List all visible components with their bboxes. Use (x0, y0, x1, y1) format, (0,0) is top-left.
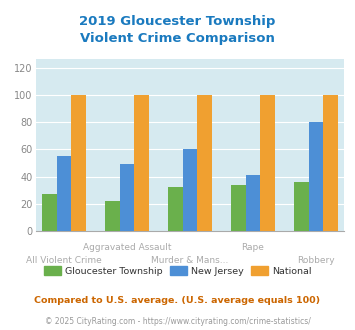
Bar (197, 95, 212, 231)
Bar (309, 122, 323, 231)
Bar (231, 185, 246, 231)
Legend: Gloucester Township, New Jersey, National: Gloucester Township, New Jersey, Nationa… (40, 262, 315, 280)
Text: © 2025 CityRating.com - https://www.cityrating.com/crime-statistics/: © 2025 CityRating.com - https://www.city… (45, 317, 310, 326)
Text: Aggravated Assault: Aggravated Assault (83, 243, 171, 251)
Bar (294, 182, 309, 231)
Text: Compared to U.S. average. (U.S. average equals 100): Compared to U.S. average. (U.S. average … (34, 296, 321, 305)
Bar (71, 95, 86, 231)
Bar (42, 194, 56, 231)
Text: All Violent Crime: All Violent Crime (26, 256, 102, 265)
Bar (260, 95, 275, 231)
Text: 2019 Gloucester Township
Violent Crime Comparison: 2019 Gloucester Township Violent Crime C… (79, 15, 276, 45)
Bar (183, 149, 197, 231)
Bar (246, 175, 260, 231)
Text: Robbery: Robbery (297, 256, 335, 265)
Bar (56, 156, 71, 231)
Bar (134, 95, 149, 231)
Bar (105, 201, 120, 231)
Text: Rape: Rape (241, 243, 264, 251)
Bar (168, 187, 183, 231)
Bar (323, 95, 338, 231)
Bar (120, 164, 134, 231)
Text: Murder & Mans...: Murder & Mans... (151, 256, 229, 265)
